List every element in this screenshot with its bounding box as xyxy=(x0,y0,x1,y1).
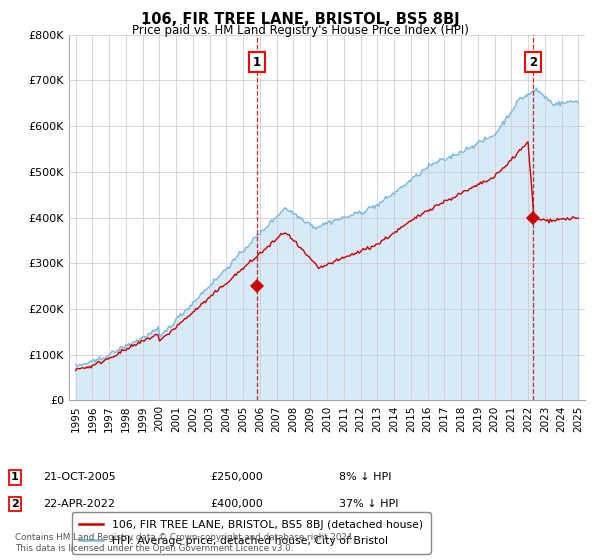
Text: 1: 1 xyxy=(253,55,261,69)
Text: £250,000: £250,000 xyxy=(210,472,263,482)
Text: £400,000: £400,000 xyxy=(210,499,263,509)
Legend: 106, FIR TREE LANE, BRISTOL, BS5 8BJ (detached house), HPI: Average price, detac: 106, FIR TREE LANE, BRISTOL, BS5 8BJ (de… xyxy=(72,512,431,554)
Text: 106, FIR TREE LANE, BRISTOL, BS5 8BJ: 106, FIR TREE LANE, BRISTOL, BS5 8BJ xyxy=(140,12,460,27)
Text: 1: 1 xyxy=(11,472,19,482)
Text: 37% ↓ HPI: 37% ↓ HPI xyxy=(339,499,398,509)
Text: 22-APR-2022: 22-APR-2022 xyxy=(43,499,115,509)
Text: 2: 2 xyxy=(11,499,19,509)
Text: 2: 2 xyxy=(529,55,537,69)
Text: 8% ↓ HPI: 8% ↓ HPI xyxy=(339,472,391,482)
Text: Contains HM Land Registry data © Crown copyright and database right 2024.
This d: Contains HM Land Registry data © Crown c… xyxy=(15,533,355,553)
Text: Price paid vs. HM Land Registry's House Price Index (HPI): Price paid vs. HM Land Registry's House … xyxy=(131,24,469,37)
Text: 21-OCT-2005: 21-OCT-2005 xyxy=(43,472,116,482)
